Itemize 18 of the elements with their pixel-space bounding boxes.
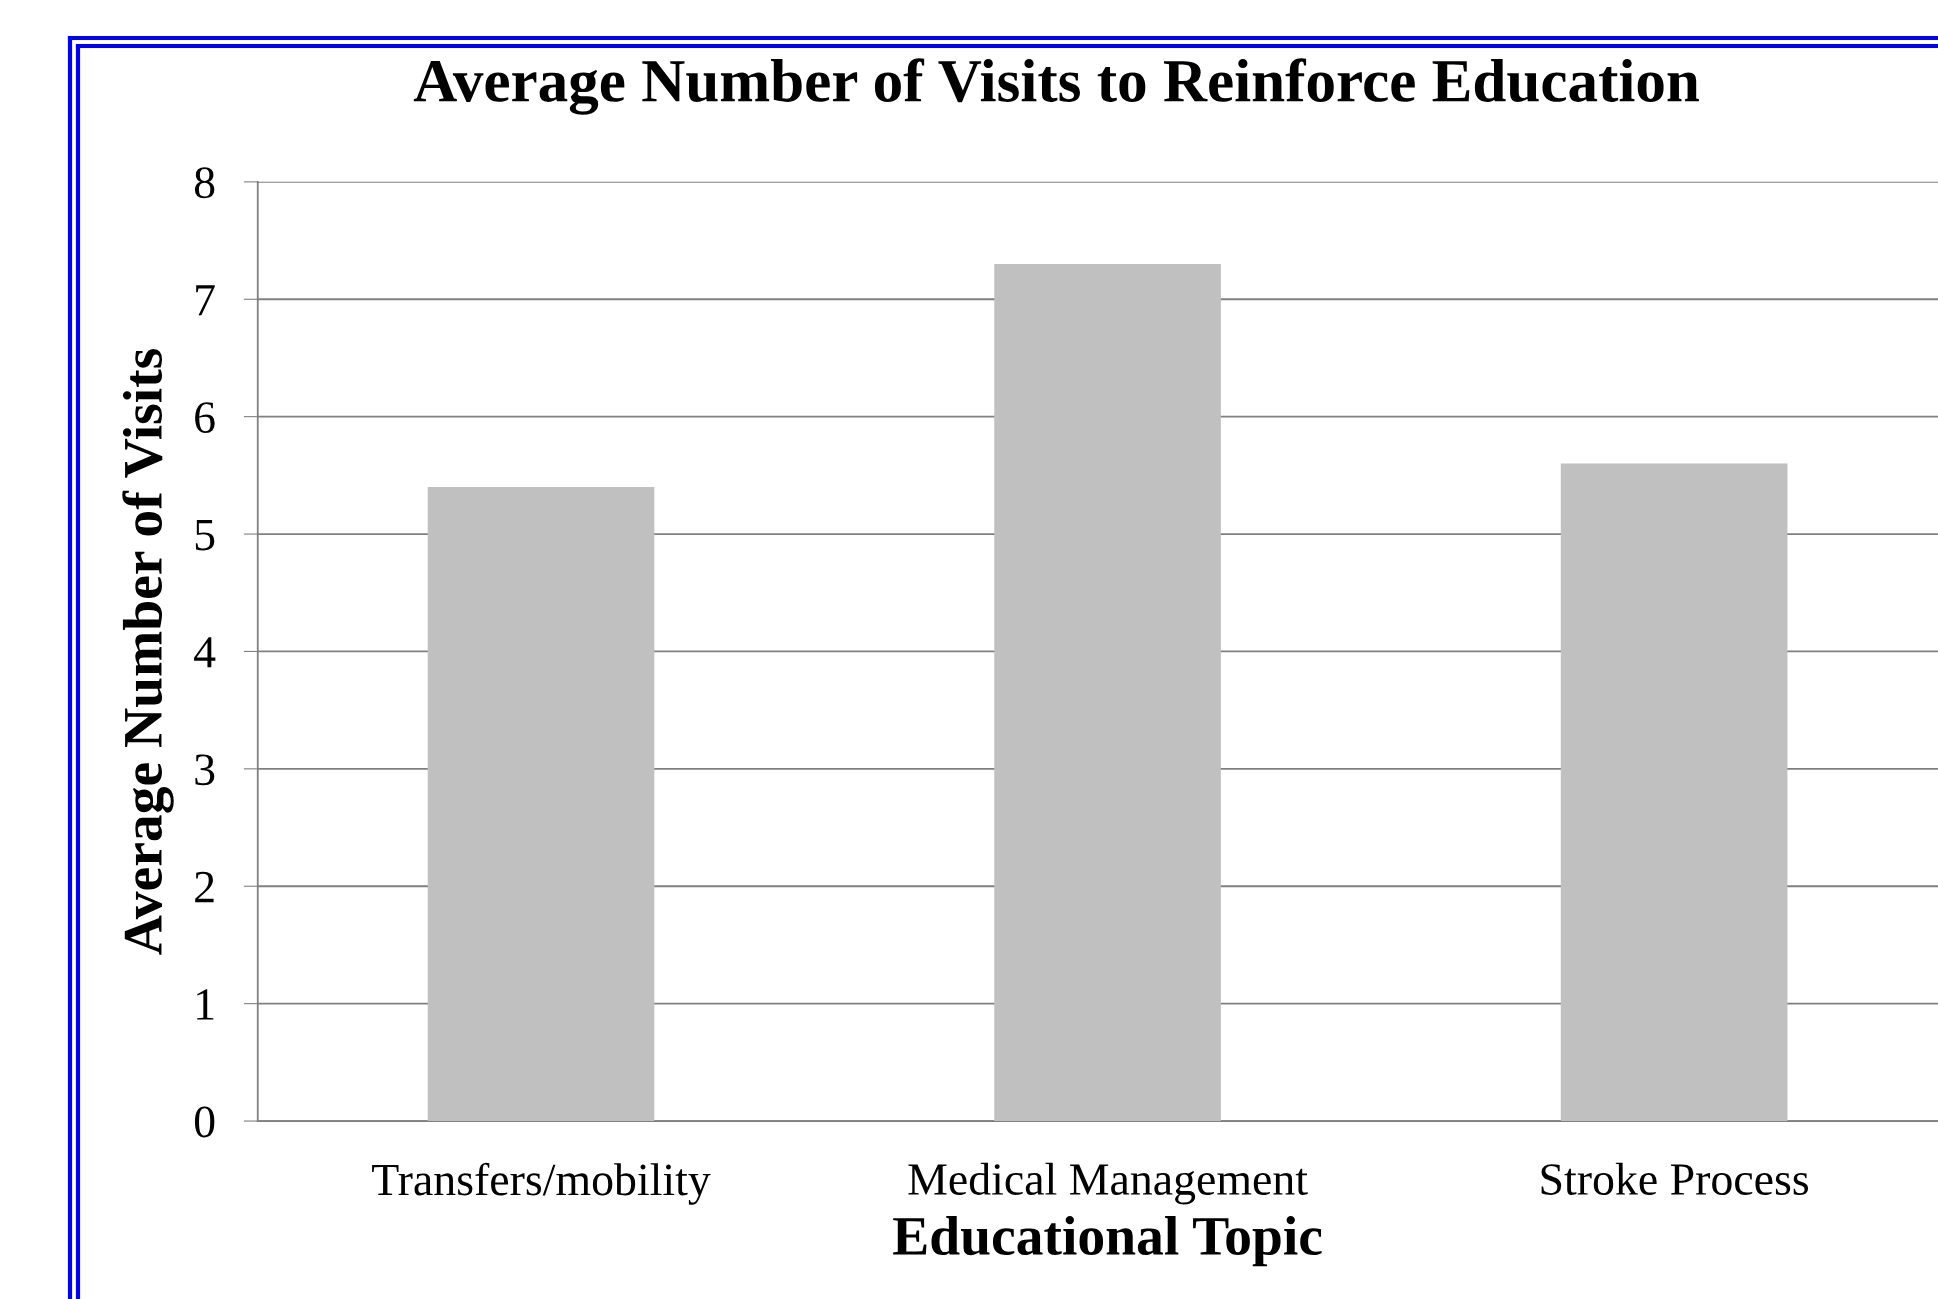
x-tick-label: Transfers/mobility bbox=[372, 1162, 711, 1205]
y-tick-label: 5 bbox=[195, 519, 215, 551]
x-axis-title: Educational Topic bbox=[893, 1215, 1322, 1267]
y-tick-label: 6 bbox=[195, 402, 215, 434]
x-tick-label: Medical Management bbox=[908, 1162, 1308, 1205]
x-tick-label: Stroke Process bbox=[1541, 1162, 1809, 1195]
y-tick-label: 7 bbox=[196, 285, 215, 316]
y-tick-label: 4 bbox=[194, 637, 216, 668]
chart-title: Average Number of Visits to Reinforce Education bbox=[413, 58, 1699, 115]
bar bbox=[427, 487, 655, 1122]
y-tick-label: 8 bbox=[194, 167, 215, 199]
y-axis-title: Average Number of Visits bbox=[122, 349, 174, 955]
bar bbox=[1560, 463, 1788, 1122]
y-tick-label: 2 bbox=[195, 871, 214, 903]
y-tick-label: 1 bbox=[197, 989, 214, 1020]
y-tick-label: 3 bbox=[195, 754, 215, 786]
bar bbox=[994, 264, 1221, 1122]
y-tick-label: 0 bbox=[194, 1106, 215, 1138]
